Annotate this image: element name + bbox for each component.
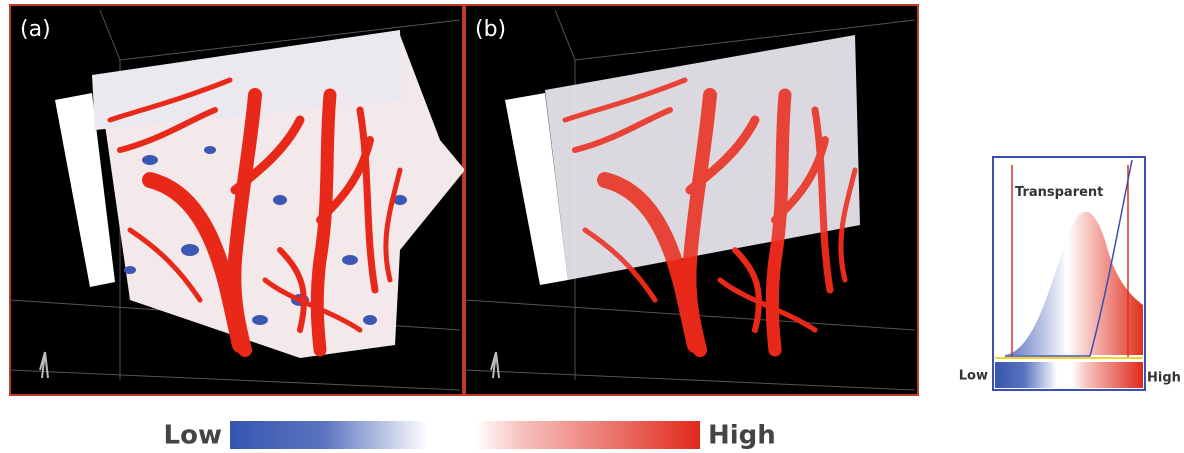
inset-low-label: Low <box>959 369 988 384</box>
panel-label: (b) <box>475 17 506 42</box>
figure: (a) (b) Low High Transparent Low High <box>0 0 1184 453</box>
annotation: Transparent <box>1015 185 1103 200</box>
inset-colorbar <box>995 362 1143 388</box>
colorbar <box>230 421 700 449</box>
panel-b: (b) <box>465 5 918 395</box>
colorbar-low-label: Low <box>164 421 222 451</box>
panel-label: (a) <box>20 17 51 42</box>
panel-a: (a) <box>10 5 465 395</box>
opacity-inset: Transparent Low High <box>959 157 1181 390</box>
inset-high-label: High <box>1147 371 1181 386</box>
colorbar-high-label: High <box>708 421 776 451</box>
